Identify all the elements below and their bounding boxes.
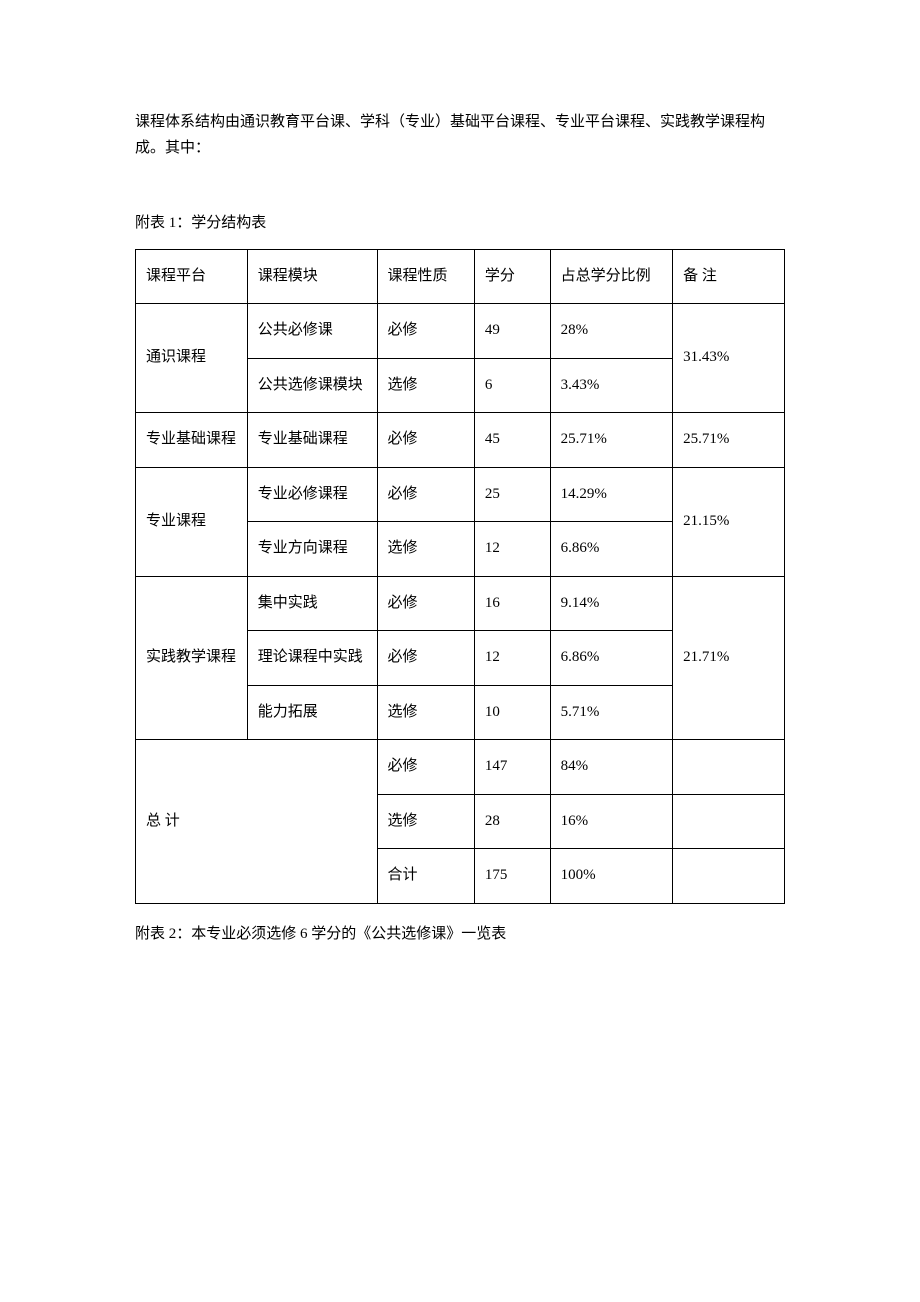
cell-pct: 28% — [550, 304, 673, 359]
cell-credit: 12 — [474, 522, 550, 577]
cell-module: 集中实践 — [247, 576, 377, 631]
cell-module: 能力拓展 — [247, 685, 377, 740]
cell-platform: 通识课程 — [136, 304, 248, 413]
cell-nature: 必修 — [377, 304, 474, 359]
cell-platform: 专业基础课程 — [136, 413, 248, 468]
cell-total-label: 总 计 — [136, 740, 378, 904]
cell-pct: 6.86% — [550, 522, 673, 577]
col-nature: 课程性质 — [377, 249, 474, 304]
table-total-row: 总 计必修14784% — [136, 740, 785, 795]
cell-credit: 16 — [474, 576, 550, 631]
cell-pct: 6.86% — [550, 631, 673, 686]
cell-note: 25.71% — [673, 413, 785, 468]
cell-credit: 12 — [474, 631, 550, 686]
cell-pct: 25.71% — [550, 413, 673, 468]
cell-nature: 选修 — [377, 522, 474, 577]
table2-caption: 附表 2：本专业必须选修 6 学分的《公共选修课》一览表 — [135, 922, 785, 948]
cell-module: 专业基础课程 — [247, 413, 377, 468]
cell-nature: 必修 — [377, 413, 474, 468]
col-credit: 学分 — [474, 249, 550, 304]
cell-note — [673, 849, 785, 904]
col-module: 课程模块 — [247, 249, 377, 304]
cell-nature: 合计 — [377, 849, 474, 904]
cell-credit: 28 — [474, 794, 550, 849]
table-row: 专业基础课程专业基础课程必修4525.71%25.71% — [136, 413, 785, 468]
cell-module: 理论课程中实践 — [247, 631, 377, 686]
cell-pct: 9.14% — [550, 576, 673, 631]
cell-nature: 选修 — [377, 794, 474, 849]
cell-note — [673, 794, 785, 849]
cell-nature: 选修 — [377, 358, 474, 413]
cell-platform: 专业课程 — [136, 467, 248, 576]
table-row: 实践教学课程集中实践必修169.14%21.71% — [136, 576, 785, 631]
cell-note: 21.15% — [673, 467, 785, 576]
cell-module: 公共选修课模块 — [247, 358, 377, 413]
cell-nature: 必修 — [377, 576, 474, 631]
table-header-row: 课程平台课程模块课程性质学分占总学分比例备 注 — [136, 249, 785, 304]
cell-credit: 25 — [474, 467, 550, 522]
cell-pct: 3.43% — [550, 358, 673, 413]
cell-pct: 5.71% — [550, 685, 673, 740]
cell-note: 21.71% — [673, 576, 785, 740]
cell-platform: 实践教学课程 — [136, 576, 248, 740]
table-row: 专业课程专业必修课程必修2514.29%21.15% — [136, 467, 785, 522]
cell-note: 31.43% — [673, 304, 785, 413]
cell-nature: 选修 — [377, 685, 474, 740]
cell-credit: 175 — [474, 849, 550, 904]
cell-module: 专业必修课程 — [247, 467, 377, 522]
cell-nature: 必修 — [377, 740, 474, 795]
table-row: 通识课程公共必修课必修4928%31.43% — [136, 304, 785, 359]
table1-caption: 附表 1：学分结构表 — [135, 211, 785, 237]
cell-note — [673, 740, 785, 795]
cell-credit: 10 — [474, 685, 550, 740]
cell-credit: 49 — [474, 304, 550, 359]
cell-module: 公共必修课 — [247, 304, 377, 359]
col-note: 备 注 — [673, 249, 785, 304]
cell-nature: 必修 — [377, 467, 474, 522]
cell-credit: 147 — [474, 740, 550, 795]
cell-nature: 必修 — [377, 631, 474, 686]
cell-module: 专业方向课程 — [247, 522, 377, 577]
col-platform: 课程平台 — [136, 249, 248, 304]
cell-pct: 100% — [550, 849, 673, 904]
col-pct: 占总学分比例 — [550, 249, 673, 304]
cell-pct: 84% — [550, 740, 673, 795]
intro-paragraph: 课程体系结构由通识教育平台课、学科（专业）基础平台课程、专业平台课程、实践教学课… — [135, 110, 785, 161]
cell-credit: 6 — [474, 358, 550, 413]
cell-credit: 45 — [474, 413, 550, 468]
cell-pct: 14.29% — [550, 467, 673, 522]
cell-pct: 16% — [550, 794, 673, 849]
credit-structure-table: 课程平台课程模块课程性质学分占总学分比例备 注通识课程公共必修课必修4928%3… — [135, 249, 785, 904]
